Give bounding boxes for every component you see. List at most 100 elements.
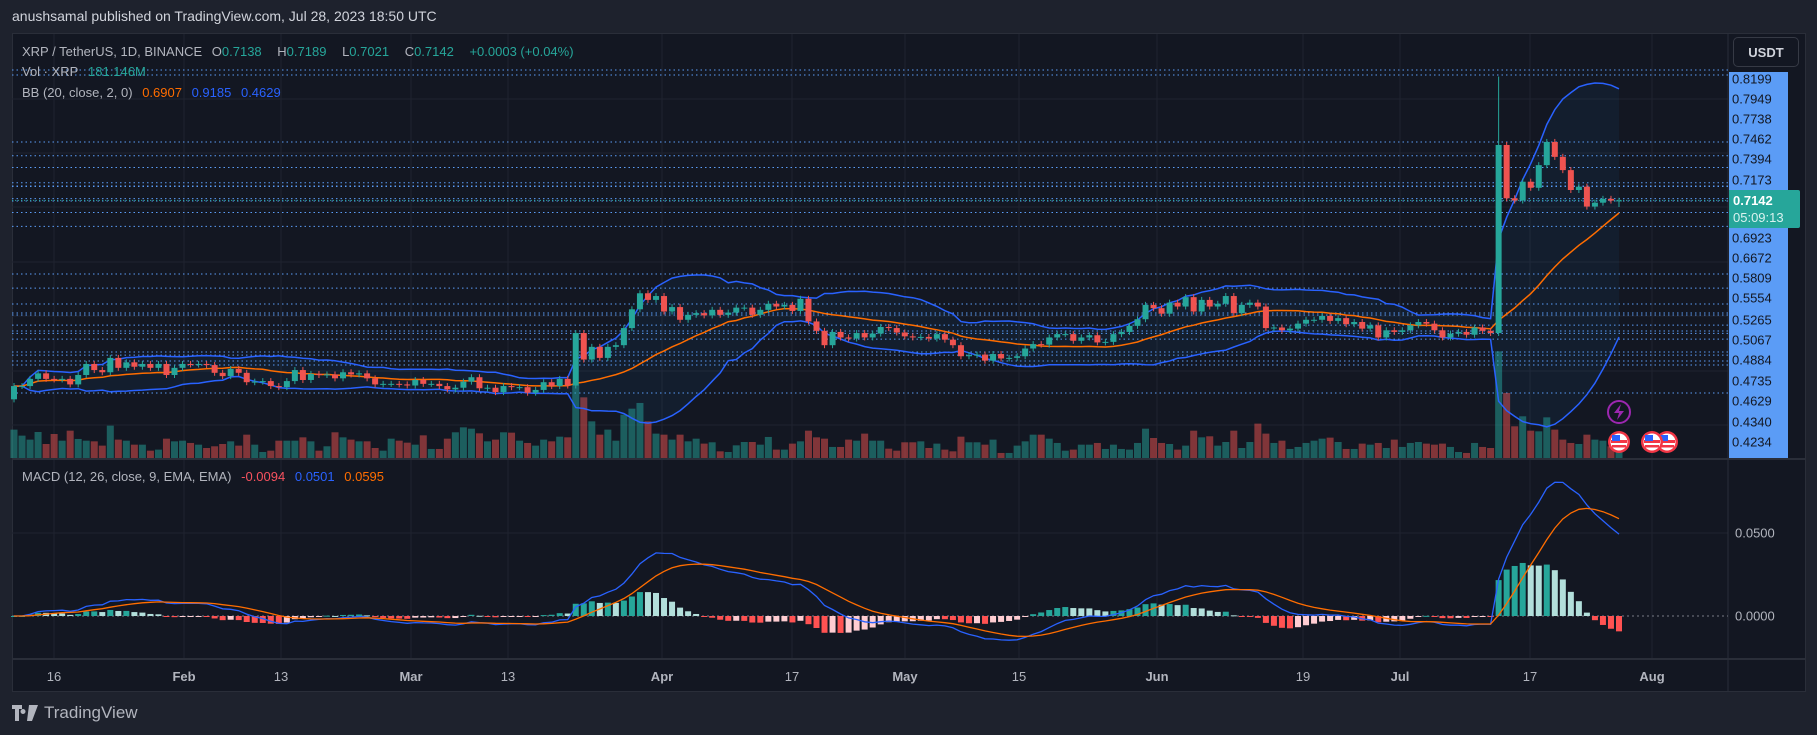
flag-stripe (1644, 440, 1660, 443)
candle-body (1343, 318, 1350, 325)
volume-bar (355, 441, 363, 458)
volume-label[interactable]: Vol · XRP (22, 64, 79, 79)
candle (412, 376, 419, 389)
tradingview-logo[interactable]: TradingView (12, 703, 138, 723)
us-flag-event-icon[interactable] (1608, 431, 1630, 453)
macd-histogram-bar (524, 616, 531, 617)
candle-body (139, 363, 146, 367)
lightning-event-icon[interactable] (1607, 400, 1631, 424)
candle-body (299, 370, 306, 380)
bb-upper-value: 0.9185 (191, 85, 232, 100)
macd-histogram-bar (733, 616, 740, 621)
candle (35, 370, 42, 382)
macd-histogram-bar (91, 611, 98, 616)
volume-bar (1206, 436, 1214, 458)
flag-stripe (1612, 445, 1626, 448)
currency-button[interactable]: USDT (1733, 37, 1799, 67)
volume-bar (323, 446, 331, 458)
volume-bar (508, 432, 516, 458)
candle-body (701, 313, 708, 316)
volume-bar (1318, 438, 1326, 458)
volume-bar (475, 433, 483, 458)
candle-body (1158, 308, 1165, 314)
volume-bar (1254, 423, 1262, 458)
candle-body (957, 345, 964, 357)
candle (203, 360, 210, 369)
price-axis[interactable] (1729, 72, 1788, 458)
candle-body (323, 374, 330, 376)
volume-bar (965, 442, 973, 458)
macd-histogram-bar (388, 616, 395, 619)
macd-histogram-bar (1575, 601, 1582, 616)
candle-body (1038, 344, 1045, 346)
symbol-title[interactable]: XRP / TetherUS, 1D, BINANCE (22, 44, 203, 59)
candle-body (1551, 141, 1558, 157)
volume-bar (1455, 452, 1462, 458)
volume-bar (467, 428, 475, 458)
candle (749, 304, 756, 318)
candle-body (532, 389, 539, 393)
candle-body (428, 383, 435, 385)
horizontal-levels (12, 69, 1728, 394)
candle-body (773, 303, 780, 307)
price-axis-label: 0.5265 (1732, 312, 1772, 328)
candle-body (1591, 202, 1598, 207)
price-axis-label: 0.6672 (1732, 250, 1772, 266)
macd-line (14, 481, 1620, 641)
volume-bar (1503, 392, 1511, 458)
macd-histogram-bar (243, 616, 250, 623)
macd-histogram-bar (636, 592, 643, 616)
candle (1262, 303, 1269, 332)
macd-histogram-bar (949, 616, 956, 621)
candle (1383, 327, 1390, 341)
volume-bar (483, 441, 491, 458)
candle-body (765, 303, 772, 310)
macd-histogram-bar (1471, 616, 1478, 617)
macd-histogram-bar (428, 616, 435, 618)
candle-body (388, 383, 395, 385)
candle-body (1351, 321, 1358, 325)
flag-stripe (1660, 445, 1674, 448)
macd-histogram-bar (1142, 604, 1149, 616)
volume-bar (267, 450, 275, 458)
candle-body (1503, 144, 1510, 199)
macd-histogram-bar (275, 616, 282, 624)
macd-histogram-bar (211, 616, 218, 619)
us-flag-event-icon[interactable] (1641, 431, 1663, 453)
flag-canton (1660, 435, 1668, 441)
candle (1455, 328, 1462, 337)
volume-bar (516, 440, 524, 458)
bb-label[interactable]: BB (20, close, 2, 0) (22, 85, 133, 100)
macd-histogram-bar (709, 616, 716, 618)
candle (580, 330, 587, 363)
macd-histogram-bar (789, 616, 796, 623)
macd-histogram-bar (332, 615, 338, 617)
change-value: +0.0003 (+0.04%) (469, 44, 574, 59)
candle-body (733, 307, 740, 313)
candle-body (789, 304, 796, 311)
candle-body (1238, 304, 1245, 314)
candle (877, 323, 884, 337)
candle-body (372, 378, 379, 385)
volume-bar (130, 444, 138, 458)
candle (1182, 294, 1189, 310)
candle-body (123, 362, 130, 368)
macd-histogram-bar (693, 613, 700, 616)
volume-bar (933, 443, 941, 458)
candle (1343, 315, 1350, 328)
candle (163, 360, 170, 379)
volume-bar (138, 444, 146, 458)
time-axis-label: Jun (1145, 669, 1169, 684)
macd-histogram-bar (1487, 616, 1494, 617)
macd-label[interactable]: MACD (12, 26, close, 9, EMA, EMA) (22, 469, 232, 484)
candle-body (83, 363, 90, 376)
candle-body (1230, 296, 1237, 314)
macd-histogram-bar (59, 613, 66, 616)
price-axis-label: 0.5067 (1732, 332, 1772, 348)
candle-body (364, 373, 371, 379)
candle-body (1295, 323, 1301, 329)
macd-histogram-bar (677, 607, 684, 616)
candle (1078, 334, 1085, 344)
candle (227, 365, 234, 380)
